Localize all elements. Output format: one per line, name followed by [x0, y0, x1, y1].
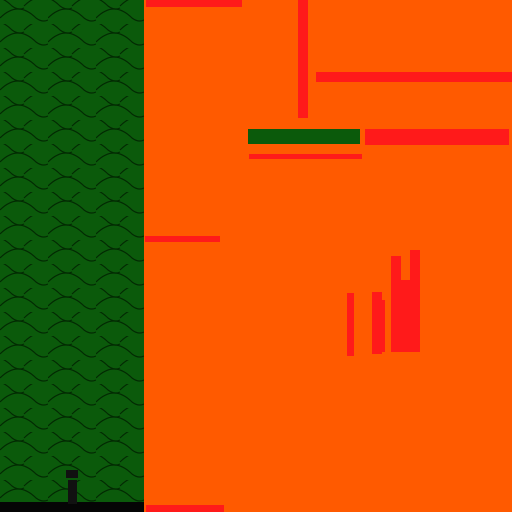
red-wall-top-left: [146, 0, 242, 7]
red-pillar-vertical: [298, 0, 308, 118]
red-glyph-cluster: [347, 250, 420, 356]
red-wall-left-middle: [145, 236, 220, 242]
playfield: [144, 0, 512, 512]
left-scale-panel: [0, 0, 144, 512]
red-wall-bottom: [146, 505, 224, 512]
red-wall-right: [365, 129, 509, 145]
stick-figure-icon: [66, 470, 78, 504]
floor-strip: [0, 502, 144, 512]
red-ledge-under-platform: [249, 154, 362, 159]
scale-pattern-texture: [0, 0, 144, 512]
green-platform: [248, 129, 360, 144]
red-wall-upper-right: [316, 72, 512, 82]
